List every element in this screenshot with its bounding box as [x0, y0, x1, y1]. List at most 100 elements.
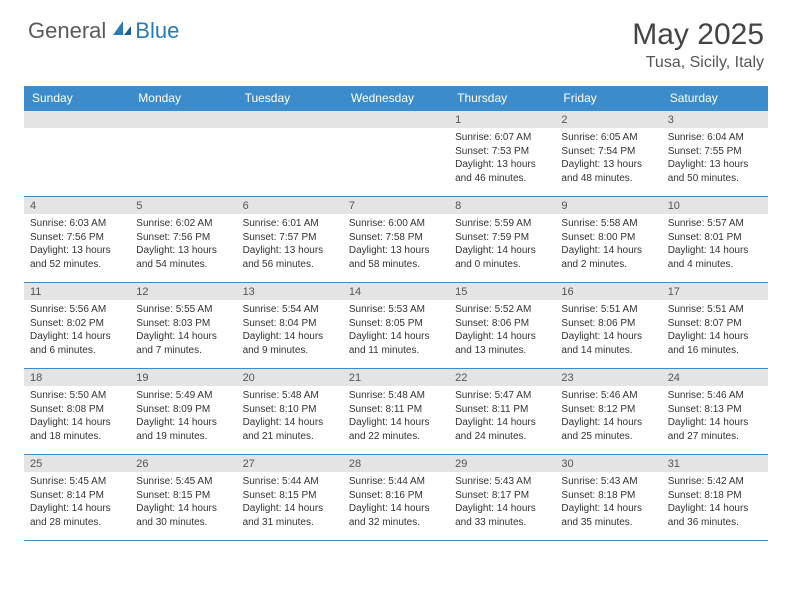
sunset-line: Sunset: 7:55 PM [668, 145, 762, 159]
day-number: 21 [343, 369, 449, 386]
sunset-line: Sunset: 7:57 PM [243, 231, 337, 245]
daylight-line: Daylight: 14 hours and 36 minutes. [668, 502, 762, 529]
day-details: Sunrise: 5:53 AMSunset: 8:05 PMDaylight:… [343, 300, 449, 361]
daylight-line: Daylight: 14 hours and 19 minutes. [136, 416, 230, 443]
sunset-line: Sunset: 8:13 PM [668, 403, 762, 417]
day-header: Monday [130, 86, 236, 111]
sunset-line: Sunset: 8:18 PM [668, 489, 762, 503]
daylight-line: Daylight: 13 hours and 50 minutes. [668, 158, 762, 185]
week-row: 11Sunrise: 5:56 AMSunset: 8:02 PMDayligh… [24, 283, 768, 369]
daylight-line: Daylight: 14 hours and 32 minutes. [349, 502, 443, 529]
daylight-line: Daylight: 14 hours and 33 minutes. [455, 502, 549, 529]
day-number: 28 [343, 455, 449, 472]
daylight-line: Daylight: 14 hours and 16 minutes. [668, 330, 762, 357]
sunrise-line: Sunrise: 5:57 AM [668, 217, 762, 231]
day-cell: 12Sunrise: 5:55 AMSunset: 8:03 PMDayligh… [130, 283, 236, 369]
logo-sail-icon [111, 19, 133, 44]
week-row: 1Sunrise: 6:07 AMSunset: 7:53 PMDaylight… [24, 111, 768, 197]
sunrise-line: Sunrise: 5:56 AM [30, 303, 124, 317]
day-cell: 24Sunrise: 5:46 AMSunset: 8:13 PMDayligh… [662, 369, 768, 455]
sunrise-line: Sunrise: 5:43 AM [455, 475, 549, 489]
sunrise-line: Sunrise: 5:55 AM [136, 303, 230, 317]
day-details: Sunrise: 5:44 AMSunset: 8:16 PMDaylight:… [343, 472, 449, 533]
day-number: 1 [449, 111, 555, 128]
day-number: 13 [237, 283, 343, 300]
day-cell: 26Sunrise: 5:45 AMSunset: 8:15 PMDayligh… [130, 455, 236, 541]
day-number: 22 [449, 369, 555, 386]
day-number: 24 [662, 369, 768, 386]
day-number: 26 [130, 455, 236, 472]
daylight-line: Daylight: 14 hours and 2 minutes. [561, 244, 655, 271]
sunrise-line: Sunrise: 5:46 AM [668, 389, 762, 403]
sunset-line: Sunset: 7:58 PM [349, 231, 443, 245]
day-cell: 17Sunrise: 5:51 AMSunset: 8:07 PMDayligh… [662, 283, 768, 369]
day-details: Sunrise: 5:45 AMSunset: 8:15 PMDaylight:… [130, 472, 236, 533]
sunset-line: Sunset: 7:59 PM [455, 231, 549, 245]
sunrise-line: Sunrise: 5:46 AM [561, 389, 655, 403]
day-details: Sunrise: 5:49 AMSunset: 8:09 PMDaylight:… [130, 386, 236, 447]
day-cell: 13Sunrise: 5:54 AMSunset: 8:04 PMDayligh… [237, 283, 343, 369]
day-cell: 15Sunrise: 5:52 AMSunset: 8:06 PMDayligh… [449, 283, 555, 369]
day-number: 4 [24, 197, 130, 214]
day-cell: 14Sunrise: 5:53 AMSunset: 8:05 PMDayligh… [343, 283, 449, 369]
sunrise-line: Sunrise: 6:03 AM [30, 217, 124, 231]
sunrise-line: Sunrise: 6:07 AM [455, 131, 549, 145]
sunset-line: Sunset: 8:01 PM [668, 231, 762, 245]
day-number: 8 [449, 197, 555, 214]
day-cell [24, 111, 130, 197]
day-details: Sunrise: 5:59 AMSunset: 7:59 PMDaylight:… [449, 214, 555, 275]
daylight-line: Daylight: 14 hours and 4 minutes. [668, 244, 762, 271]
sunset-line: Sunset: 8:05 PM [349, 317, 443, 331]
sunrise-line: Sunrise: 5:47 AM [455, 389, 549, 403]
day-number: 25 [24, 455, 130, 472]
daylight-line: Daylight: 14 hours and 0 minutes. [455, 244, 549, 271]
sunset-line: Sunset: 7:56 PM [30, 231, 124, 245]
day-number: 17 [662, 283, 768, 300]
day-cell: 16Sunrise: 5:51 AMSunset: 8:06 PMDayligh… [555, 283, 661, 369]
sunset-line: Sunset: 8:06 PM [455, 317, 549, 331]
sunrise-line: Sunrise: 5:45 AM [30, 475, 124, 489]
sunset-line: Sunset: 7:56 PM [136, 231, 230, 245]
sunset-line: Sunset: 8:00 PM [561, 231, 655, 245]
sunrise-line: Sunrise: 5:42 AM [668, 475, 762, 489]
day-details: Sunrise: 5:47 AMSunset: 8:11 PMDaylight:… [449, 386, 555, 447]
sunrise-line: Sunrise: 6:00 AM [349, 217, 443, 231]
sunset-line: Sunset: 8:17 PM [455, 489, 549, 503]
sunrise-line: Sunrise: 6:04 AM [668, 131, 762, 145]
daylight-line: Daylight: 14 hours and 35 minutes. [561, 502, 655, 529]
location: Tusa, Sicily, Italy [632, 54, 764, 72]
daylight-line: Daylight: 13 hours and 48 minutes. [561, 158, 655, 185]
day-number: 30 [555, 455, 661, 472]
sunrise-line: Sunrise: 5:45 AM [136, 475, 230, 489]
day-cell: 10Sunrise: 5:57 AMSunset: 8:01 PMDayligh… [662, 197, 768, 283]
day-number: 20 [237, 369, 343, 386]
day-header: Tuesday [237, 86, 343, 111]
sunset-line: Sunset: 8:09 PM [136, 403, 230, 417]
day-details: Sunrise: 6:05 AMSunset: 7:54 PMDaylight:… [555, 128, 661, 189]
sunrise-line: Sunrise: 5:49 AM [136, 389, 230, 403]
day-number: 14 [343, 283, 449, 300]
sunset-line: Sunset: 8:07 PM [668, 317, 762, 331]
day-details: Sunrise: 5:48 AMSunset: 8:11 PMDaylight:… [343, 386, 449, 447]
day-details: Sunrise: 5:58 AMSunset: 8:00 PMDaylight:… [555, 214, 661, 275]
day-details: Sunrise: 5:46 AMSunset: 8:13 PMDaylight:… [662, 386, 768, 447]
empty-daynum [343, 111, 449, 128]
sunrise-line: Sunrise: 5:44 AM [243, 475, 337, 489]
day-number: 29 [449, 455, 555, 472]
day-cell: 29 Sunrise: 5:43 AMSunset: 8:17 PMDayligh… [449, 455, 555, 541]
day-details: Sunrise: 6:03 AMSunset: 7:56 PMDaylight:… [24, 214, 130, 275]
daylight-line: Daylight: 14 hours and 9 minutes. [243, 330, 337, 357]
sunset-line: Sunset: 8:18 PM [561, 489, 655, 503]
sunset-line: Sunset: 8:08 PM [30, 403, 124, 417]
daylight-line: Daylight: 13 hours and 46 minutes. [455, 158, 549, 185]
empty-daynum [24, 111, 130, 128]
sunrise-line: Sunrise: 5:52 AM [455, 303, 549, 317]
daylight-line: Daylight: 14 hours and 6 minutes. [30, 330, 124, 357]
sunset-line: Sunset: 8:02 PM [30, 317, 124, 331]
day-number: 11 [24, 283, 130, 300]
day-details: Sunrise: 5:46 AMSunset: 8:12 PMDaylight:… [555, 386, 661, 447]
sunrise-line: Sunrise: 5:53 AM [349, 303, 443, 317]
day-cell [130, 111, 236, 197]
daylight-line: Daylight: 14 hours and 13 minutes. [455, 330, 549, 357]
day-details: Sunrise: 6:04 AMSunset: 7:55 PMDaylight:… [662, 128, 768, 189]
